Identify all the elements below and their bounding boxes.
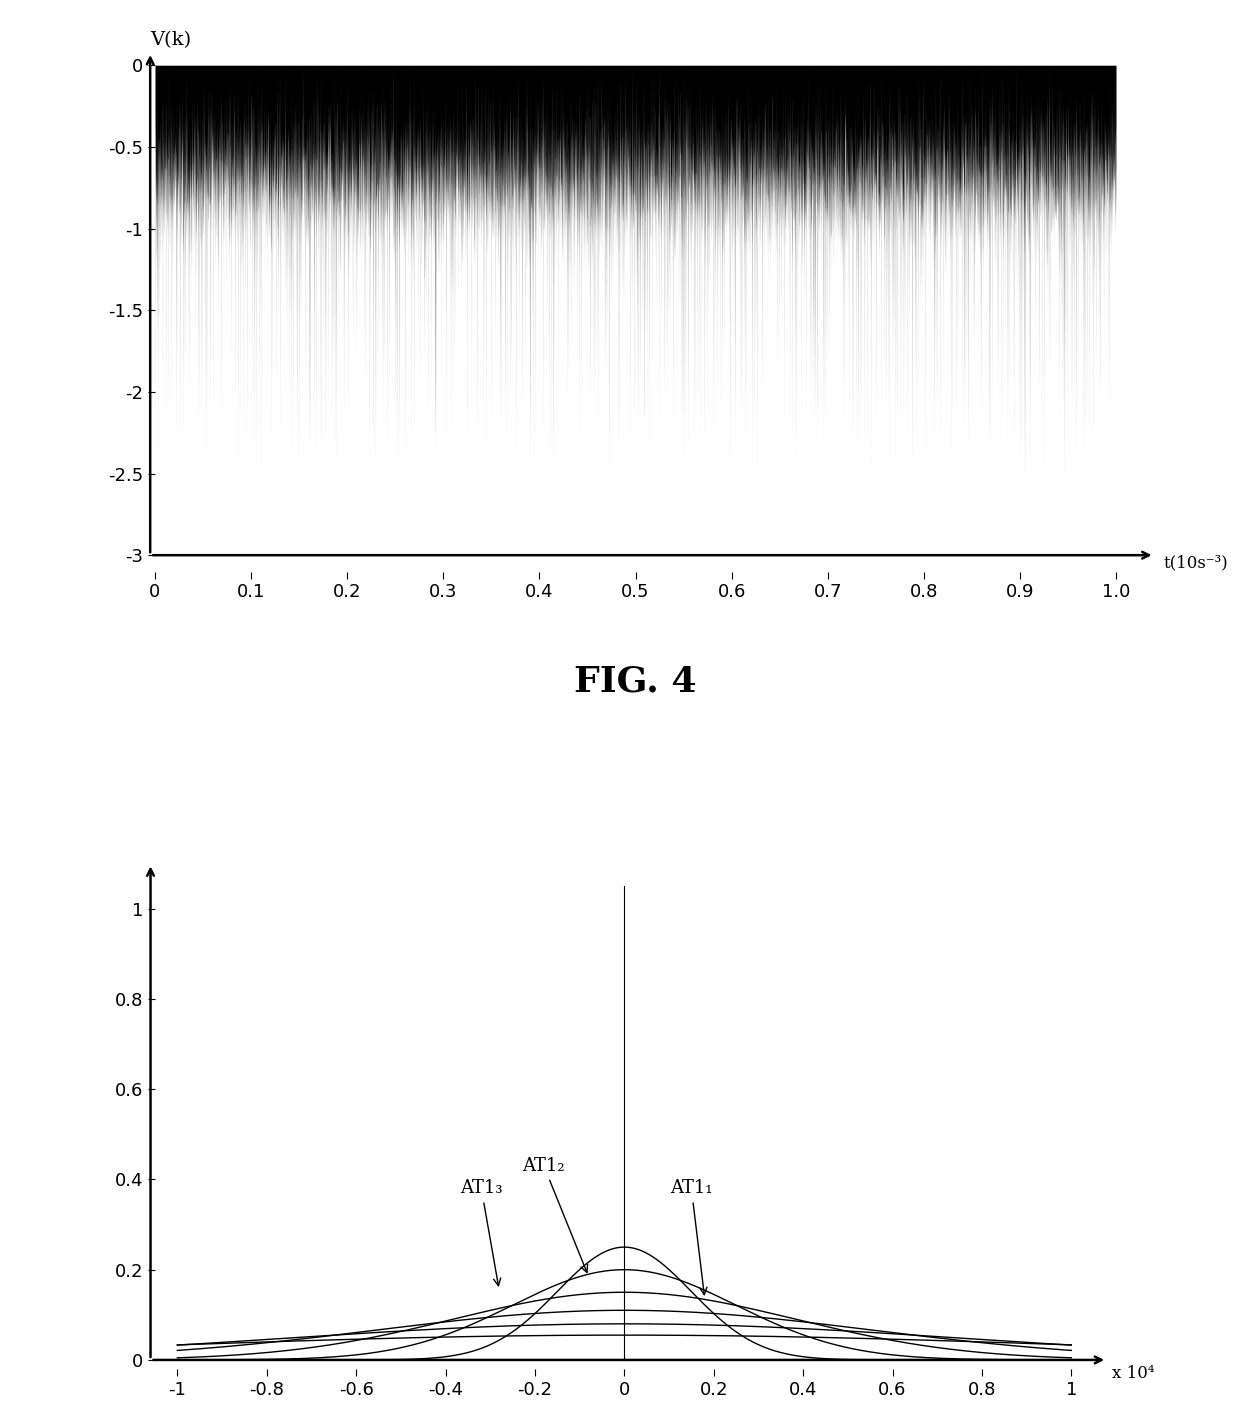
Text: AT1₁: AT1₁ <box>670 1179 713 1295</box>
Text: FIG. 4: FIG. 4 <box>574 665 697 699</box>
Text: x 10⁴: x 10⁴ <box>1111 1365 1154 1382</box>
Text: AT1₃: AT1₃ <box>460 1179 502 1286</box>
Text: AT1₂: AT1₂ <box>522 1156 588 1272</box>
Text: t(10s⁻³): t(10s⁻³) <box>1164 555 1229 572</box>
Text: V(k): V(k) <box>150 31 191 48</box>
